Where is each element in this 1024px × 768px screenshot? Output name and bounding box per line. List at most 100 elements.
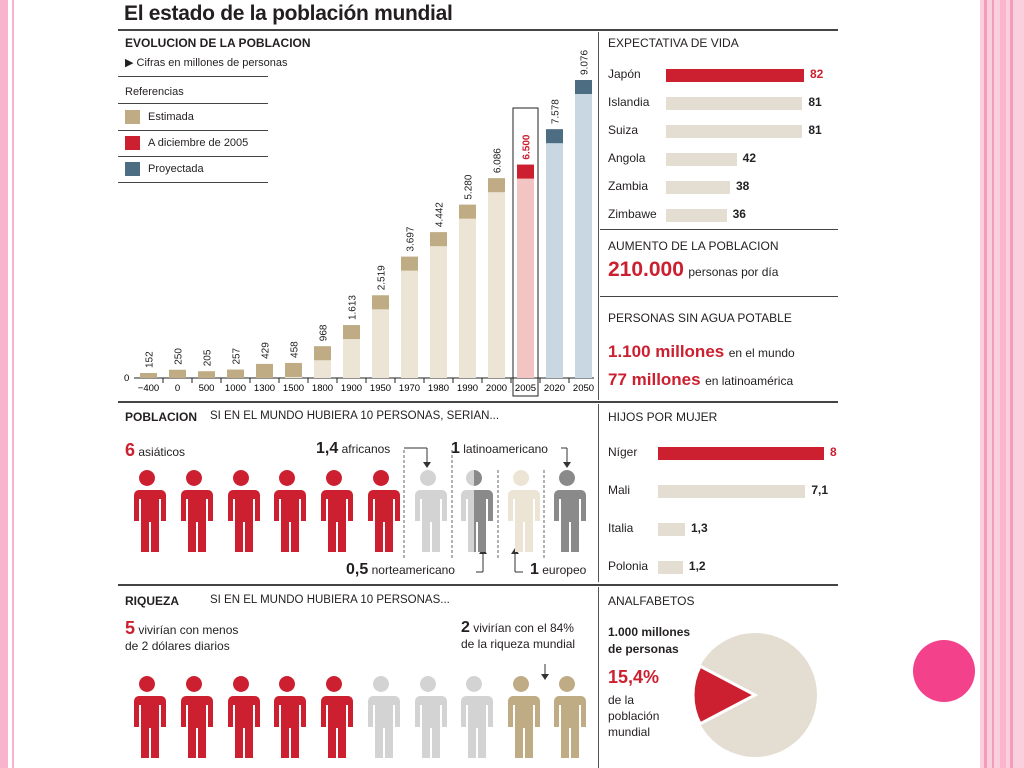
bar-cap [517,164,534,179]
wealth-right-text: 2 vivirían con el 84% de la riqueza mund… [461,620,575,652]
water-line2: 77 millones en latinoamérica [608,370,793,390]
illiterate-heading: ANALFABETOS [608,594,695,608]
water-num-2: 77 millones [608,370,701,389]
hbar-category-label: Zimbawe [608,207,657,221]
pie-slice [700,633,817,757]
legend-label: Estimada [148,111,194,123]
legend-rule [118,130,268,131]
x-tick-label: 1950 [370,383,391,394]
illiterate-percent: 15,4% [608,667,660,687]
person-icon [460,470,493,552]
person-icon [367,470,400,552]
bar-body [546,129,563,378]
person-icon [507,470,540,552]
hbar-category-label: Níger [608,445,638,459]
person-icon [553,676,586,758]
illiterate-line2: de personas [608,642,679,656]
illiterate-count: 1.000 millones de personas [608,624,690,658]
hbar-category-label: Italia [608,521,634,535]
left-border-decoration [0,0,8,768]
legend-rule [118,156,268,157]
bar-value-label: 257 [232,347,243,364]
bar [314,346,331,378]
bar [198,371,215,378]
children-heading: HIJOS POR MUJER [608,410,718,424]
hbar-value-label: 81 [808,95,822,109]
rule-life [600,229,838,230]
legend-label: Proyectada [148,163,204,175]
asian-text: asiáticos [138,445,186,459]
hbar-category-label: Zambia [608,179,649,193]
bar-value-label: 5.280 [464,174,475,199]
bar-body [575,80,592,378]
euro-number: 1 [530,561,539,578]
bar-value-label: 1.613 [348,295,359,320]
asian-number: 6 [125,440,136,460]
bar-value-label: 458 [290,341,301,358]
pink-circle-decoration [913,640,975,702]
bar [372,295,389,378]
x-tick-label: 1000 [225,383,246,394]
bar [517,164,534,378]
bar-cap [430,232,447,247]
water-text-2: en latinoamérica [705,374,794,388]
hbar [658,485,806,498]
bar [575,80,592,378]
x-tick-label: 500 [199,383,215,394]
hbar-value-label: 1,2 [688,559,706,573]
wealth-left-text: 5 vivirían con menos de 2 dólares diario… [125,619,238,654]
person-icon [460,676,493,758]
population-subheading: SI EN EL MUNDO HUBIERA 10 PERSONAS, SERI… [210,410,500,422]
legend-swatch [125,162,140,176]
hbar-value-label: 36 [732,207,746,221]
bar-cap [372,295,389,310]
bar [285,362,302,378]
x-tick-label: 1500 [283,383,304,394]
hbar [658,523,685,536]
life-expectancy-heading: EXPECTATIVA DE VIDA [608,36,739,50]
bar-cap [575,80,592,94]
wealth-heading: RIQUEZA [125,594,179,608]
hbar-value-label: 82 [810,67,824,81]
left-border-line [12,0,14,768]
wealth-arrow-icon [541,664,549,680]
bar [401,256,418,378]
hbar [658,447,824,460]
bar-value-label: 2.519 [377,265,388,290]
hbar-value-label: 42 [742,151,757,165]
page-title: El estado de la población mundial [124,2,453,25]
column-divider-bottom [598,587,599,768]
latin-label: 1 latinoamericano [451,440,548,458]
rule-growth [600,296,838,297]
person-icon [320,676,353,758]
x-tick-label: 1800 [312,383,333,394]
x-tick-label: 2000 [486,383,507,394]
african-text: africanos [341,442,391,456]
person-icon [227,676,260,758]
highlight-box [512,107,539,397]
bar-value-label: 6.500 [522,134,533,159]
growth-text: personas por día [688,265,779,279]
person-icon [180,676,213,758]
bar-value-label: 7.578 [551,99,562,124]
water-line1: 1.100 millones en el mundo [608,342,795,362]
legend-rule [118,103,268,104]
bar-value-label: 3.697 [406,226,417,251]
bar-cap [459,204,476,219]
bar-body [517,164,534,378]
growth-number: 210.000 [608,258,684,281]
person-icon [273,676,306,758]
wealth-left-line2: de 2 dólares diarios [125,639,230,653]
legend-rule [118,182,268,183]
illiterate-line4: población [608,709,660,723]
latin-text: latinoamericano [463,442,548,456]
bar-value-label: 9.076 [580,50,591,75]
bar-cap [169,369,186,378]
bar-value-label: 429 [261,342,272,359]
illiteracy-pie-chart [691,633,817,757]
y-zero-label: 0 [124,373,129,384]
bar [256,363,273,378]
legend-swatch [125,136,140,150]
bar-body [372,295,389,378]
water-text-1: en el mundo [728,346,795,360]
